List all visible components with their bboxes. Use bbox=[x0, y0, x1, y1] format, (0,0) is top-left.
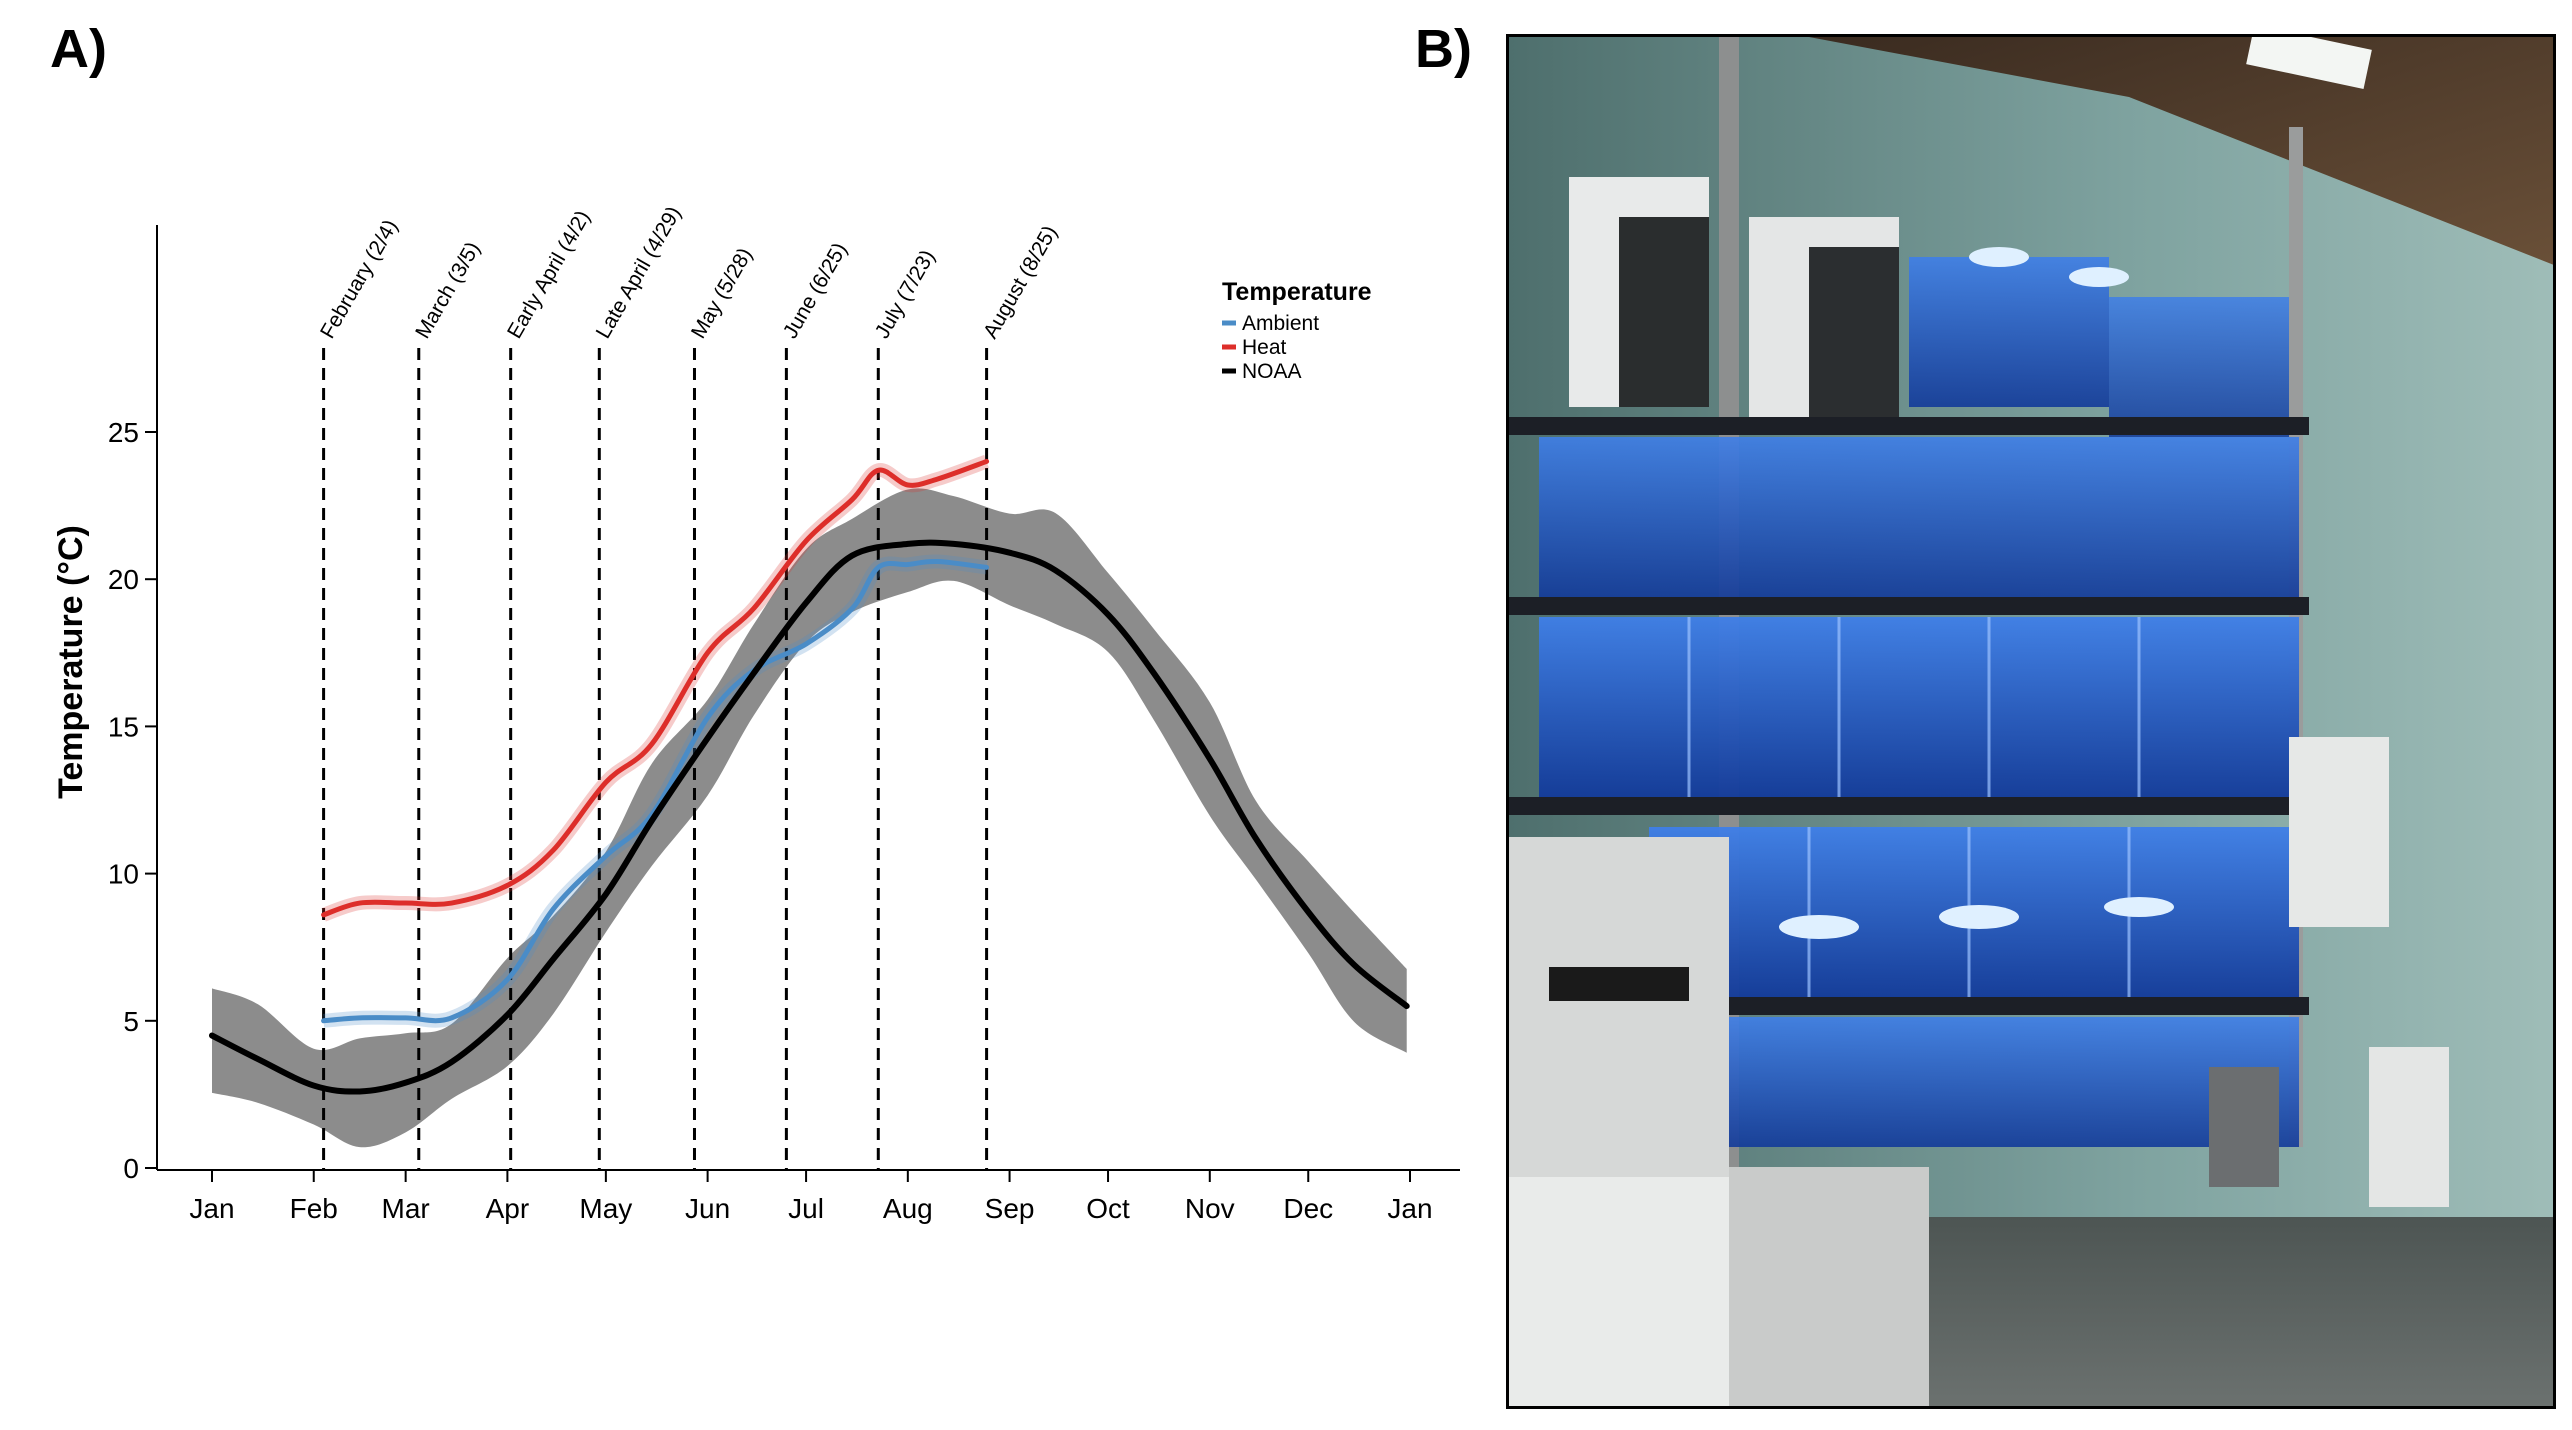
y-tick-label: 0 bbox=[123, 1153, 139, 1184]
x-tick-label: Oct bbox=[1086, 1193, 1130, 1224]
aquarium-rack-photo bbox=[1506, 34, 2556, 1409]
temperature-chart: 0 5 10 15 20 25 Jan Feb Mar Apr May Jun Jul Aug Sep Oct… bbox=[52, 203, 1460, 1224]
legend-entry: Heat bbox=[1242, 336, 1287, 359]
panel-b-label: B) bbox=[1415, 19, 1472, 79]
annotation-label: June (6/25) bbox=[779, 239, 852, 343]
annotation-label: March (3/5) bbox=[411, 238, 485, 342]
x-tick-label: Aug bbox=[883, 1193, 933, 1224]
x-tick-label: Jan bbox=[1387, 1193, 1432, 1224]
x-tick-label: Feb bbox=[290, 1193, 338, 1224]
noaa-series-line bbox=[209, 539, 1410, 1095]
series-lines bbox=[209, 454, 1410, 1095]
ambient-series-line bbox=[321, 558, 990, 1024]
y-tick-label: 15 bbox=[108, 711, 139, 742]
aquarium-rack-illustration bbox=[1509, 37, 2553, 1406]
x-tick-label: Nov bbox=[1185, 1193, 1235, 1224]
legend-title: Temperature bbox=[1222, 278, 1372, 306]
y-tick-label: 25 bbox=[108, 417, 139, 448]
x-tick-label: Jan bbox=[189, 1193, 234, 1224]
annotation-label: February (2/4) bbox=[316, 216, 402, 343]
noaa-ribbon bbox=[212, 488, 1407, 1148]
annotation-label: Late April (4/29) bbox=[592, 203, 686, 343]
annotation-label: August (8/25) bbox=[979, 222, 1062, 343]
annotation-label: Early April (4/2) bbox=[503, 207, 595, 343]
noaa-ribbon-layer bbox=[212, 488, 1407, 1148]
y-tick-label: 5 bbox=[123, 1006, 139, 1037]
annotation-label: May (5/28) bbox=[687, 244, 757, 342]
y-axis-label: Temperature (°C) bbox=[52, 525, 90, 799]
x-tick-label: May bbox=[579, 1193, 632, 1224]
annotation-label: July (7/23) bbox=[871, 246, 940, 342]
y-tick-label: 10 bbox=[108, 859, 139, 890]
x-tick-label: Dec bbox=[1283, 1193, 1333, 1224]
legend-entry: Ambient bbox=[1242, 312, 1319, 335]
legend-entry: NOAA bbox=[1242, 360, 1302, 383]
x-tick-label: Sep bbox=[985, 1193, 1035, 1224]
panel-a-label: A) bbox=[50, 19, 107, 79]
x-tick-label: Jul bbox=[788, 1193, 824, 1224]
x-tick-label: Jun bbox=[685, 1193, 730, 1224]
y-tick-label: 20 bbox=[108, 564, 139, 595]
x-tick-label: Apr bbox=[486, 1193, 530, 1224]
heat-series-line bbox=[321, 458, 990, 918]
x-tick-label: Mar bbox=[382, 1193, 430, 1224]
chart-axes: 0 5 10 15 20 25 Jan Feb Mar Apr May Jun Jul Aug Sep Oct… bbox=[108, 225, 1460, 1224]
